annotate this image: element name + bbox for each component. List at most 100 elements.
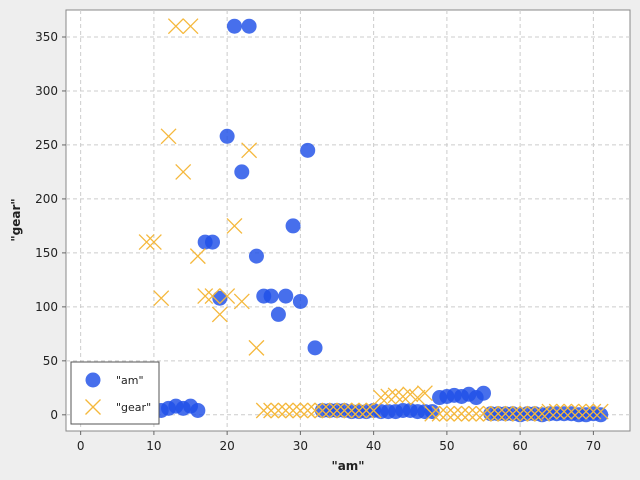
data-point-gear: [453, 405, 470, 422]
series-1: [138, 18, 609, 422]
data-point-gear: [160, 128, 177, 145]
data-point-gear: [416, 385, 433, 402]
data-point-gear: [189, 248, 206, 265]
data-point-gear: [336, 402, 353, 419]
legend-label-0: "am": [116, 374, 144, 387]
data-point-gear: [292, 402, 309, 419]
data-point-gear: [446, 405, 463, 422]
data-point-gear: [226, 217, 243, 234]
data-point-am: [241, 18, 257, 34]
data-point-gear: [153, 290, 170, 307]
data-point-gear: [321, 402, 338, 419]
y-axis-title: "gear": [9, 198, 23, 241]
data-point-am: [190, 402, 206, 418]
data-point-gear: [204, 288, 221, 305]
data-point-gear: [248, 339, 265, 356]
data-point-gear: [314, 402, 331, 419]
x-tick-label: 70: [586, 439, 601, 453]
y-tick-label: 300: [35, 84, 58, 98]
data-point-gear: [197, 288, 214, 305]
data-point-am: [285, 218, 301, 234]
legend-marker-0: [85, 372, 101, 388]
data-point-gear: [175, 163, 192, 180]
data-point-am: [593, 407, 609, 423]
x-tick-label: 50: [439, 439, 454, 453]
data-point-gear: [307, 402, 323, 419]
data-point-gear: [351, 402, 367, 419]
data-point-gear: [490, 405, 507, 422]
data-point-gear: [512, 405, 529, 422]
data-point-gear: [285, 402, 302, 419]
data-point-gear: [387, 387, 404, 404]
data-point-gear: [548, 403, 565, 420]
y-tick-label: 200: [35, 192, 58, 206]
data-point-gear: [482, 405, 499, 422]
data-point-gear: [497, 405, 514, 422]
y-tick-label: 50: [43, 354, 58, 368]
data-point-gear: [556, 403, 573, 420]
data-point-am: [307, 340, 323, 356]
data-point-gear: [343, 402, 360, 419]
legend-marker-1: [85, 399, 101, 415]
data-point-am: [219, 128, 235, 144]
y-tick-label: 0: [50, 408, 58, 422]
x-tick-label: 0: [77, 439, 85, 453]
data-point-gear: [211, 306, 228, 323]
y-tick-label: 250: [35, 138, 58, 152]
data-point-gear: [138, 234, 155, 251]
data-point-gear: [167, 18, 184, 35]
data-point-am: [278, 288, 294, 304]
x-tick-label: 60: [512, 439, 527, 453]
x-axis-title: "am": [331, 459, 364, 473]
data-point-gear: [541, 403, 558, 420]
data-point-am: [212, 290, 228, 306]
x-tick-label: 30: [293, 439, 308, 453]
data-point-am: [263, 288, 279, 304]
data-point-gear: [299, 402, 316, 419]
data-point-gear: [358, 402, 375, 419]
legend-box: [70, 361, 160, 425]
data-point-gear: [526, 405, 543, 422]
data-point-gear: [570, 403, 587, 420]
data-point-gear: [145, 234, 162, 251]
data-point-gear: [409, 389, 426, 406]
data-points: [138, 18, 609, 423]
data-point-gear: [380, 388, 397, 405]
data-point-am: [234, 164, 250, 180]
data-point-gear: [424, 405, 441, 422]
data-point-gear: [270, 402, 287, 419]
data-point-gear: [585, 403, 602, 420]
x-tick-label: 20: [220, 439, 235, 453]
y-tick-label: 100: [35, 300, 58, 314]
data-point-gear: [519, 405, 536, 422]
data-point-gear: [219, 288, 236, 305]
x-axis-ticks: 0 10 20 30 40 50 60 70: [77, 431, 601, 453]
y-axis-ticks: 0 50 100 150 200 250 300 350: [35, 30, 66, 422]
data-point-gear: [365, 402, 382, 419]
data-point-gear: [233, 293, 250, 310]
x-tick-label: 40: [366, 439, 381, 453]
data-point-gear: [241, 142, 258, 159]
data-point-gear: [563, 403, 580, 420]
data-point-gear: [504, 405, 521, 422]
x-tick-label: 10: [146, 439, 161, 453]
legend-label-1: "gear": [116, 401, 151, 414]
data-point-am: [292, 293, 308, 309]
data-point-gear: [475, 405, 492, 422]
data-point-am: [204, 234, 220, 250]
data-point-am: [476, 385, 492, 401]
data-point-am: [270, 306, 286, 322]
data-point-gear: [438, 405, 455, 422]
data-point-gear: [255, 402, 272, 419]
data-point-gear: [277, 402, 294, 419]
data-point-am: [226, 18, 242, 34]
data-point-gear: [592, 403, 609, 420]
data-point-gear: [578, 403, 595, 420]
legend: "am" "gear": [70, 361, 160, 425]
y-tick-label: 150: [35, 246, 58, 260]
y-tick-label: 350: [35, 30, 58, 44]
data-point-gear: [263, 402, 280, 419]
data-point-gear: [182, 18, 199, 35]
data-point-gear: [460, 405, 477, 422]
